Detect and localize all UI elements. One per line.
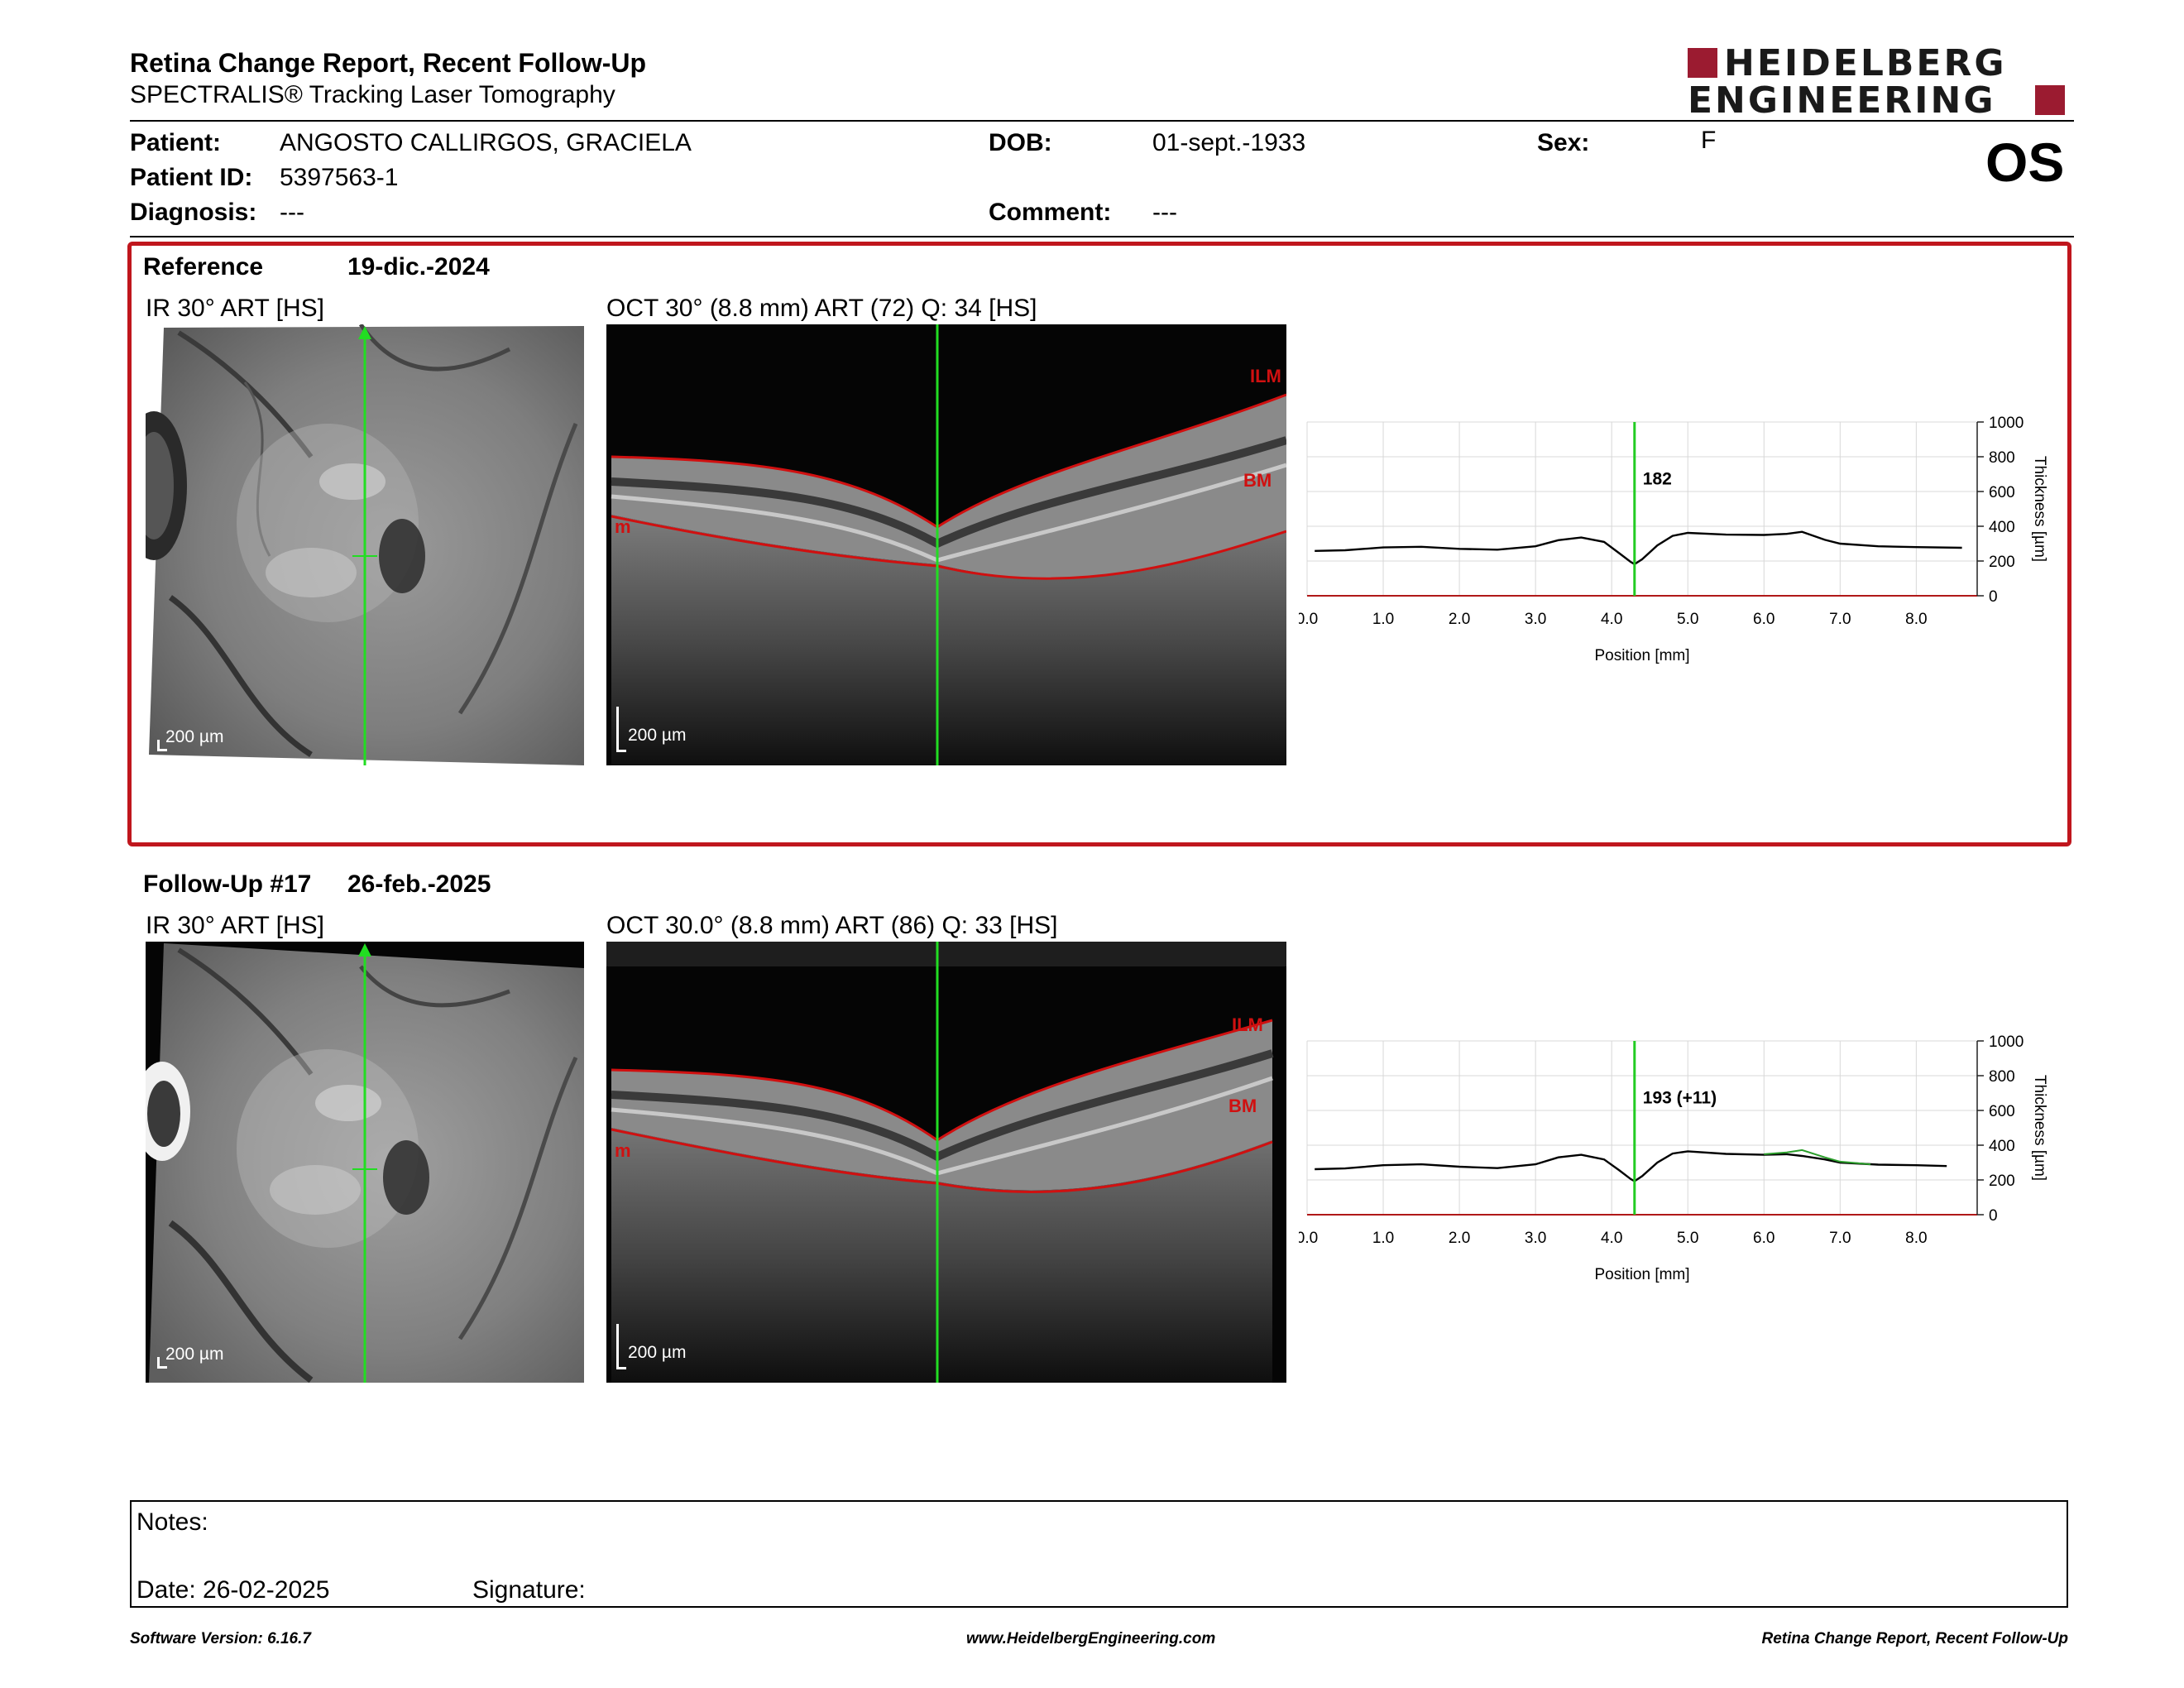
x-tick-label: 6.0 <box>1753 1230 1774 1247</box>
reference-thickness-chart: 0 200 400 600 800 1000 0.0 1.0 2.0 3.0 4.0 5.0 6.0 7.… <box>1299 415 2048 664</box>
cursor-thickness-label: 193 (+11) <box>1643 1089 1717 1108</box>
patient-id-label: Patient ID: <box>130 164 253 191</box>
fundus-svg <box>146 942 584 1383</box>
fundus-svg <box>146 324 584 765</box>
comment-value: --- <box>1152 199 1177 226</box>
patient-name: ANGOSTO CALLIRGOS, GRACIELA <box>280 129 692 156</box>
reference-label: Reference <box>143 253 264 281</box>
reference-ir-title: IR 30° ART [HS] <box>146 295 324 322</box>
diagnosis-value: --- <box>280 199 304 226</box>
x-tick-label: 8.0 <box>1905 1230 1927 1247</box>
x-tick-label: 8.0 <box>1905 611 1927 628</box>
report-subtitle: SPECTRALIS® Tracking Laser Tomography <box>130 81 615 108</box>
x-tick-label: 2.0 <box>1449 1230 1470 1247</box>
x-tick-label: 3.0 <box>1525 611 1546 628</box>
dob-label: DOB: <box>989 129 1052 156</box>
thickness-series-line <box>1764 1149 1871 1166</box>
logo-square-icon <box>1688 48 1717 78</box>
diagnosis-label: Diagnosis: <box>130 199 257 226</box>
notes-date: Date: 26-02-2025 <box>136 1576 330 1604</box>
notes-box[interactable]: Notes: Date: 26-02-2025 Signature: <box>130 1500 2068 1608</box>
reference-oct-bscan[interactable]: ILM BM m 200 µm <box>606 324 1286 765</box>
dob-value: 01-sept.-1933 <box>1152 129 1306 156</box>
oct-svg <box>611 324 1286 765</box>
y-tick-label: 1000 <box>1989 415 2024 432</box>
comment-label: Comment: <box>989 199 1112 226</box>
reference-frame <box>127 242 2071 846</box>
eye-laterality: OS <box>1985 132 2065 193</box>
followup-oct-bscan[interactable]: ILM BM m 200 µm <box>606 942 1286 1383</box>
reference-ir-scale: 200 µm <box>165 727 224 746</box>
reference-oct-scale: 200 µm <box>628 726 687 745</box>
y-tick-label: 400 <box>1989 519 2015 536</box>
thickness-series-line <box>1315 1150 1947 1182</box>
followup-thickness-chart: 0 200 400 600 800 1000 0.0 1.0 2.0 3.0 4.0 5.0 6.0 7.… <box>1299 1033 2048 1283</box>
y-tick-label: 1000 <box>1989 1033 2024 1051</box>
sex-label: Sex: <box>1537 129 1590 156</box>
y-tick-label: 800 <box>1989 449 2015 467</box>
x-tick-label: 7.0 <box>1829 1230 1851 1247</box>
patient-label: Patient: <box>130 129 222 156</box>
reference-m-label: m <box>615 516 631 537</box>
report-title: Retina Change Report, Recent Follow-Up <box>130 48 647 78</box>
cursor-thickness-label: 182 <box>1643 470 1672 489</box>
reference-ir-fundus-image[interactable]: 200 µm <box>146 324 584 765</box>
footer-report-name: Retina Change Report, Recent Follow-Up <box>1761 1630 2068 1647</box>
thickness-series-line <box>1315 530 1962 566</box>
patient-id: 5397563-1 <box>280 164 399 191</box>
followup-oct-scale: 200 µm <box>628 1343 687 1362</box>
x-tick-label: 5.0 <box>1677 1230 1698 1247</box>
followup-ir-fundus-image[interactable]: 200 µm <box>146 942 584 1383</box>
reference-ilm-label: ILM <box>1250 366 1281 386</box>
followup-label: Follow-Up #17 <box>143 870 312 898</box>
y-tick-label: 400 <box>1989 1138 2015 1155</box>
y-tick-label: 800 <box>1989 1068 2015 1086</box>
logo-line1: HEIDELBERG <box>1724 42 2007 84</box>
logo-square-icon <box>2035 85 2065 115</box>
followup-ir-scale: 200 µm <box>165 1345 224 1364</box>
x-tick-label: 4.0 <box>1601 611 1622 628</box>
oct-svg <box>606 942 1286 1383</box>
reference-bm-label: BM <box>1243 470 1272 491</box>
followup-date: 26-feb.-2025 <box>347 870 491 898</box>
header-divider <box>130 120 2074 122</box>
reference-oct-title: OCT 30° (8.8 mm) ART (72) Q: 34 [HS] <box>606 295 1037 322</box>
followup-ilm-label: ILM <box>1232 1014 1263 1035</box>
x-tick-label: 4.0 <box>1601 1230 1622 1247</box>
x-axis-label: Position [mm] <box>1594 1266 1689 1283</box>
x-tick-label: 7.0 <box>1829 611 1851 628</box>
sex-value: F <box>1701 127 1717 154</box>
logo-line2: ENGINEERING <box>1688 79 1996 122</box>
followup-m-label: m <box>615 1140 631 1161</box>
x-axis-label: Position [mm] <box>1594 647 1689 664</box>
x-tick-label: 6.0 <box>1753 611 1774 628</box>
notes-label: Notes: <box>136 1508 208 1536</box>
y-tick-label: 200 <box>1989 1172 2015 1190</box>
y-tick-label: 200 <box>1989 554 2015 571</box>
footer-website-link[interactable]: www.HeidelbergEngineering.com <box>966 1630 1216 1647</box>
reference-date: 19-dic.-2024 <box>347 253 490 281</box>
x-tick-label: 3.0 <box>1525 1230 1546 1247</box>
patient-divider <box>130 236 2074 237</box>
y-tick-label: 0 <box>1989 588 1998 606</box>
x-tick-label: 0.0 <box>1299 1230 1318 1247</box>
y-axis-label: Thickness [µm] <box>2031 1075 2048 1181</box>
x-tick-label: 0.0 <box>1299 611 1318 628</box>
signature-label: Signature: <box>472 1576 586 1604</box>
followup-oct-title: OCT 30.0° (8.8 mm) ART (86) Q: 33 [HS] <box>606 912 1058 939</box>
followup-ir-title: IR 30° ART [HS] <box>146 912 324 939</box>
y-axis-label: Thickness [µm] <box>2031 456 2048 562</box>
x-tick-label: 1.0 <box>1372 1230 1394 1247</box>
y-tick-label: 600 <box>1989 484 2015 501</box>
followup-bm-label: BM <box>1228 1096 1257 1116</box>
x-tick-label: 5.0 <box>1677 611 1698 628</box>
y-tick-label: 600 <box>1989 1103 2015 1120</box>
y-tick-label: 0 <box>1989 1207 1998 1225</box>
x-tick-label: 2.0 <box>1449 611 1470 628</box>
x-tick-label: 1.0 <box>1372 611 1394 628</box>
footer-software-version: Software Version: 6.16.7 <box>130 1630 311 1647</box>
